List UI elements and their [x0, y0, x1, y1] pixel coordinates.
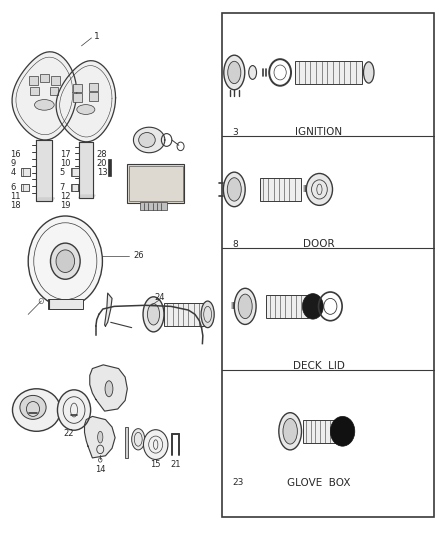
Circle shape [57, 390, 91, 430]
Bar [71, 167, 79, 176]
Ellipse shape [77, 104, 95, 115]
Bar [260, 177, 301, 201]
Polygon shape [85, 416, 115, 458]
Bar [294, 61, 362, 84]
Polygon shape [12, 52, 77, 140]
Polygon shape [36, 198, 54, 201]
Polygon shape [36, 140, 52, 201]
Ellipse shape [234, 288, 256, 325]
Ellipse shape [148, 304, 159, 325]
Text: II: II [230, 302, 235, 311]
Ellipse shape [238, 294, 252, 319]
Circle shape [144, 430, 168, 459]
Text: 28: 28 [97, 150, 107, 159]
Ellipse shape [143, 297, 164, 332]
Ellipse shape [223, 172, 245, 207]
Text: 3: 3 [232, 127, 238, 136]
Text: 13: 13 [97, 168, 107, 177]
Bar [266, 295, 307, 318]
Text: 12: 12 [60, 192, 70, 201]
Bar [164, 303, 205, 326]
Polygon shape [134, 127, 165, 153]
Circle shape [50, 243, 80, 279]
Text: 8: 8 [232, 240, 238, 249]
Text: 11: 11 [11, 192, 21, 201]
Ellipse shape [283, 418, 297, 444]
Text: 9: 9 [11, 159, 16, 168]
Text: 15: 15 [150, 461, 161, 469]
Ellipse shape [228, 61, 241, 84]
Bar [21, 167, 29, 176]
Circle shape [302, 294, 323, 319]
Ellipse shape [132, 429, 145, 450]
Ellipse shape [105, 381, 113, 397]
Bar [129, 166, 183, 201]
Text: 1: 1 [94, 33, 99, 42]
Text: 16: 16 [11, 150, 21, 159]
Ellipse shape [20, 395, 46, 419]
Text: 23: 23 [232, 478, 244, 487]
Text: 26: 26 [133, 252, 144, 260]
Bar [48, 300, 83, 309]
Bar [29, 76, 38, 85]
Polygon shape [90, 365, 127, 411]
Text: DECK  LID: DECK LID [293, 361, 344, 371]
Bar [49, 87, 58, 95]
Polygon shape [78, 195, 95, 198]
Bar [89, 92, 98, 101]
Bar [30, 87, 39, 95]
Text: DOOR: DOOR [303, 239, 334, 249]
Text: 20: 20 [97, 159, 107, 168]
Bar [127, 165, 184, 203]
Bar [40, 74, 49, 82]
Ellipse shape [364, 62, 374, 83]
Text: 7: 7 [60, 183, 65, 192]
Bar [89, 83, 98, 92]
Circle shape [330, 416, 355, 446]
Bar [303, 419, 336, 443]
Text: 5: 5 [60, 168, 65, 177]
Ellipse shape [12, 389, 60, 431]
Text: 4: 4 [11, 168, 16, 177]
Circle shape [56, 250, 74, 272]
Text: IGNITION: IGNITION [295, 127, 342, 137]
Circle shape [28, 216, 102, 306]
Ellipse shape [279, 413, 301, 450]
Text: GLOVE  BOX: GLOVE BOX [287, 478, 350, 488]
Ellipse shape [227, 177, 241, 201]
Text: 21: 21 [170, 461, 180, 469]
Ellipse shape [201, 301, 214, 328]
Bar [21, 183, 28, 191]
Circle shape [306, 173, 332, 205]
Ellipse shape [139, 133, 155, 148]
Polygon shape [56, 61, 116, 142]
Polygon shape [105, 293, 112, 326]
Ellipse shape [35, 100, 54, 110]
Ellipse shape [249, 66, 257, 79]
Bar [74, 93, 82, 102]
Text: 17: 17 [60, 150, 70, 159]
Text: II: II [302, 185, 307, 194]
Polygon shape [78, 142, 93, 198]
Bar [125, 427, 128, 458]
Text: 14: 14 [95, 465, 106, 474]
Text: 10: 10 [60, 159, 70, 168]
Bar [51, 76, 60, 85]
Text: 18: 18 [11, 201, 21, 211]
Text: 22: 22 [63, 430, 74, 439]
Bar [141, 201, 166, 210]
Ellipse shape [98, 431, 103, 443]
Text: 6: 6 [11, 183, 16, 192]
Bar [108, 159, 111, 176]
Bar [223, 13, 434, 518]
Ellipse shape [224, 55, 245, 90]
Bar [74, 84, 82, 92]
Text: 24: 24 [155, 293, 165, 302]
Bar [71, 183, 78, 191]
Text: 19: 19 [60, 201, 70, 211]
